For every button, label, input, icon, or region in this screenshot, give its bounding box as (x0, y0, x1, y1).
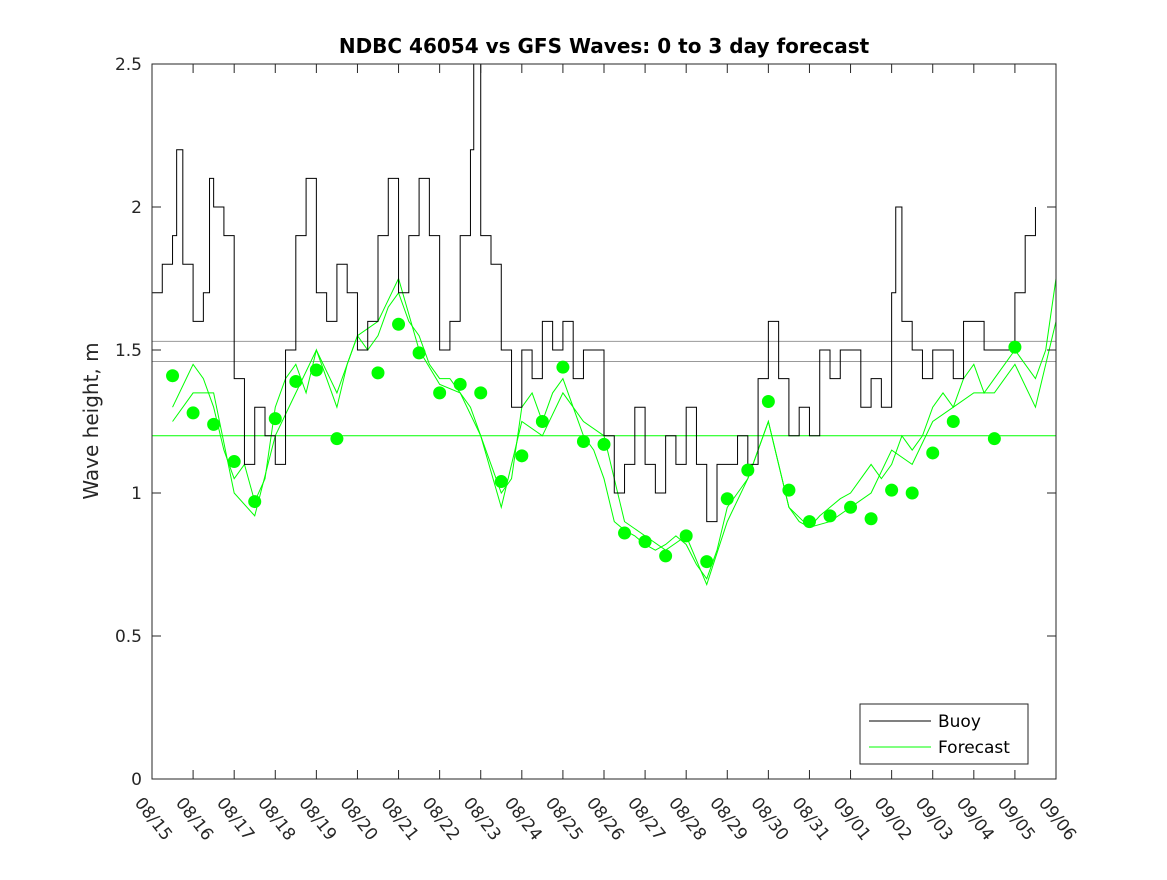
y-tick-label: 0.5 (115, 627, 142, 647)
forecast-point (802, 515, 816, 529)
forecast-point (823, 509, 837, 523)
forecast-point (494, 475, 508, 489)
x-tick-label: 08/19 (294, 794, 340, 845)
y-axis-label: Wave height, m (79, 342, 103, 499)
x-tick-label: 08/23 (459, 794, 505, 845)
x-tick-label: 08/30 (746, 794, 792, 845)
forecast-point (761, 394, 775, 408)
forecast-point (618, 526, 632, 540)
x-tick-label: 08/28 (664, 794, 710, 845)
forecast-point (638, 535, 652, 549)
legend-box (859, 703, 1029, 765)
chart-title: NDBC 46054 vs GFS Waves: 0 to 3 day fore… (339, 34, 870, 58)
forecast-line (172, 278, 1057, 580)
forecast-point (864, 512, 878, 526)
x-tick-label: 08/17 (212, 794, 258, 845)
x-tick-label: 09/06 (1034, 794, 1080, 845)
forecast-point (597, 437, 611, 451)
forecast-point (186, 406, 200, 420)
forecast-point (248, 495, 262, 509)
x-tick-label: 09/01 (829, 794, 875, 845)
forecast-point (700, 555, 714, 569)
forecast-point (905, 486, 919, 500)
x-tick-label: 09/03 (911, 794, 957, 845)
x-tick-label: 09/05 (993, 794, 1039, 845)
x-tick-label: 08/25 (541, 794, 587, 845)
legend-buoy-label: Buoy (938, 712, 981, 732)
forecast-point (679, 529, 693, 543)
y-tick-label: 2.5 (115, 55, 142, 75)
x-tick-label: 08/31 (788, 794, 834, 845)
x-tick-label: 08/22 (418, 794, 464, 845)
forecast-point (576, 435, 590, 449)
forecast-point (782, 483, 796, 497)
x-tick-label: 08/27 (623, 794, 669, 845)
forecast-point (885, 483, 899, 497)
forecast-point (207, 417, 221, 431)
forecast-point (515, 449, 529, 463)
forecast-point (309, 363, 323, 377)
forecast-point (535, 415, 549, 428)
x-tick-label: 08/16 (171, 794, 217, 845)
forecast-point (412, 346, 426, 360)
forecast-point (1008, 340, 1022, 354)
legend: Buoy Forecast (859, 703, 1029, 765)
x-tick-label: 08/24 (500, 794, 546, 845)
forecast-point (392, 317, 406, 331)
forecast-point (227, 455, 241, 469)
y-tick-label: 1.5 (115, 341, 142, 361)
forecast-point (453, 377, 467, 391)
buoy-line (152, 63, 1036, 523)
forecast-point (741, 463, 755, 477)
forecast-point (946, 415, 960, 428)
x-tick-label: 09/02 (870, 794, 916, 845)
x-tick-label: 08/18 (253, 794, 299, 845)
y-tick-label: 1 (131, 484, 142, 504)
legend-forecast-label: Forecast (938, 738, 1010, 758)
forecast-point (926, 446, 940, 460)
x-tick-label: 08/29 (705, 794, 751, 845)
x-tick-label: 08/20 (336, 794, 382, 845)
forecast-point (289, 374, 303, 388)
forecast-point (474, 386, 488, 400)
forecast-point (371, 366, 385, 380)
forecast-point (556, 360, 570, 374)
forecast-point (720, 492, 734, 506)
forecast-point (330, 432, 344, 446)
forecast-point (166, 369, 180, 383)
forecast-point (659, 549, 673, 563)
x-tick-label: 08/15 (130, 794, 176, 845)
x-tick-label: 08/21 (377, 794, 423, 845)
forecast-point (987, 432, 1001, 446)
forecast-point (268, 412, 282, 426)
forecast-point (433, 386, 447, 400)
forecast-point (844, 500, 858, 514)
y-tick-label: 2 (131, 198, 142, 218)
x-tick-label: 09/04 (952, 794, 998, 845)
y-tick-label: 0 (131, 770, 142, 790)
x-tick-label: 08/26 (582, 794, 628, 845)
